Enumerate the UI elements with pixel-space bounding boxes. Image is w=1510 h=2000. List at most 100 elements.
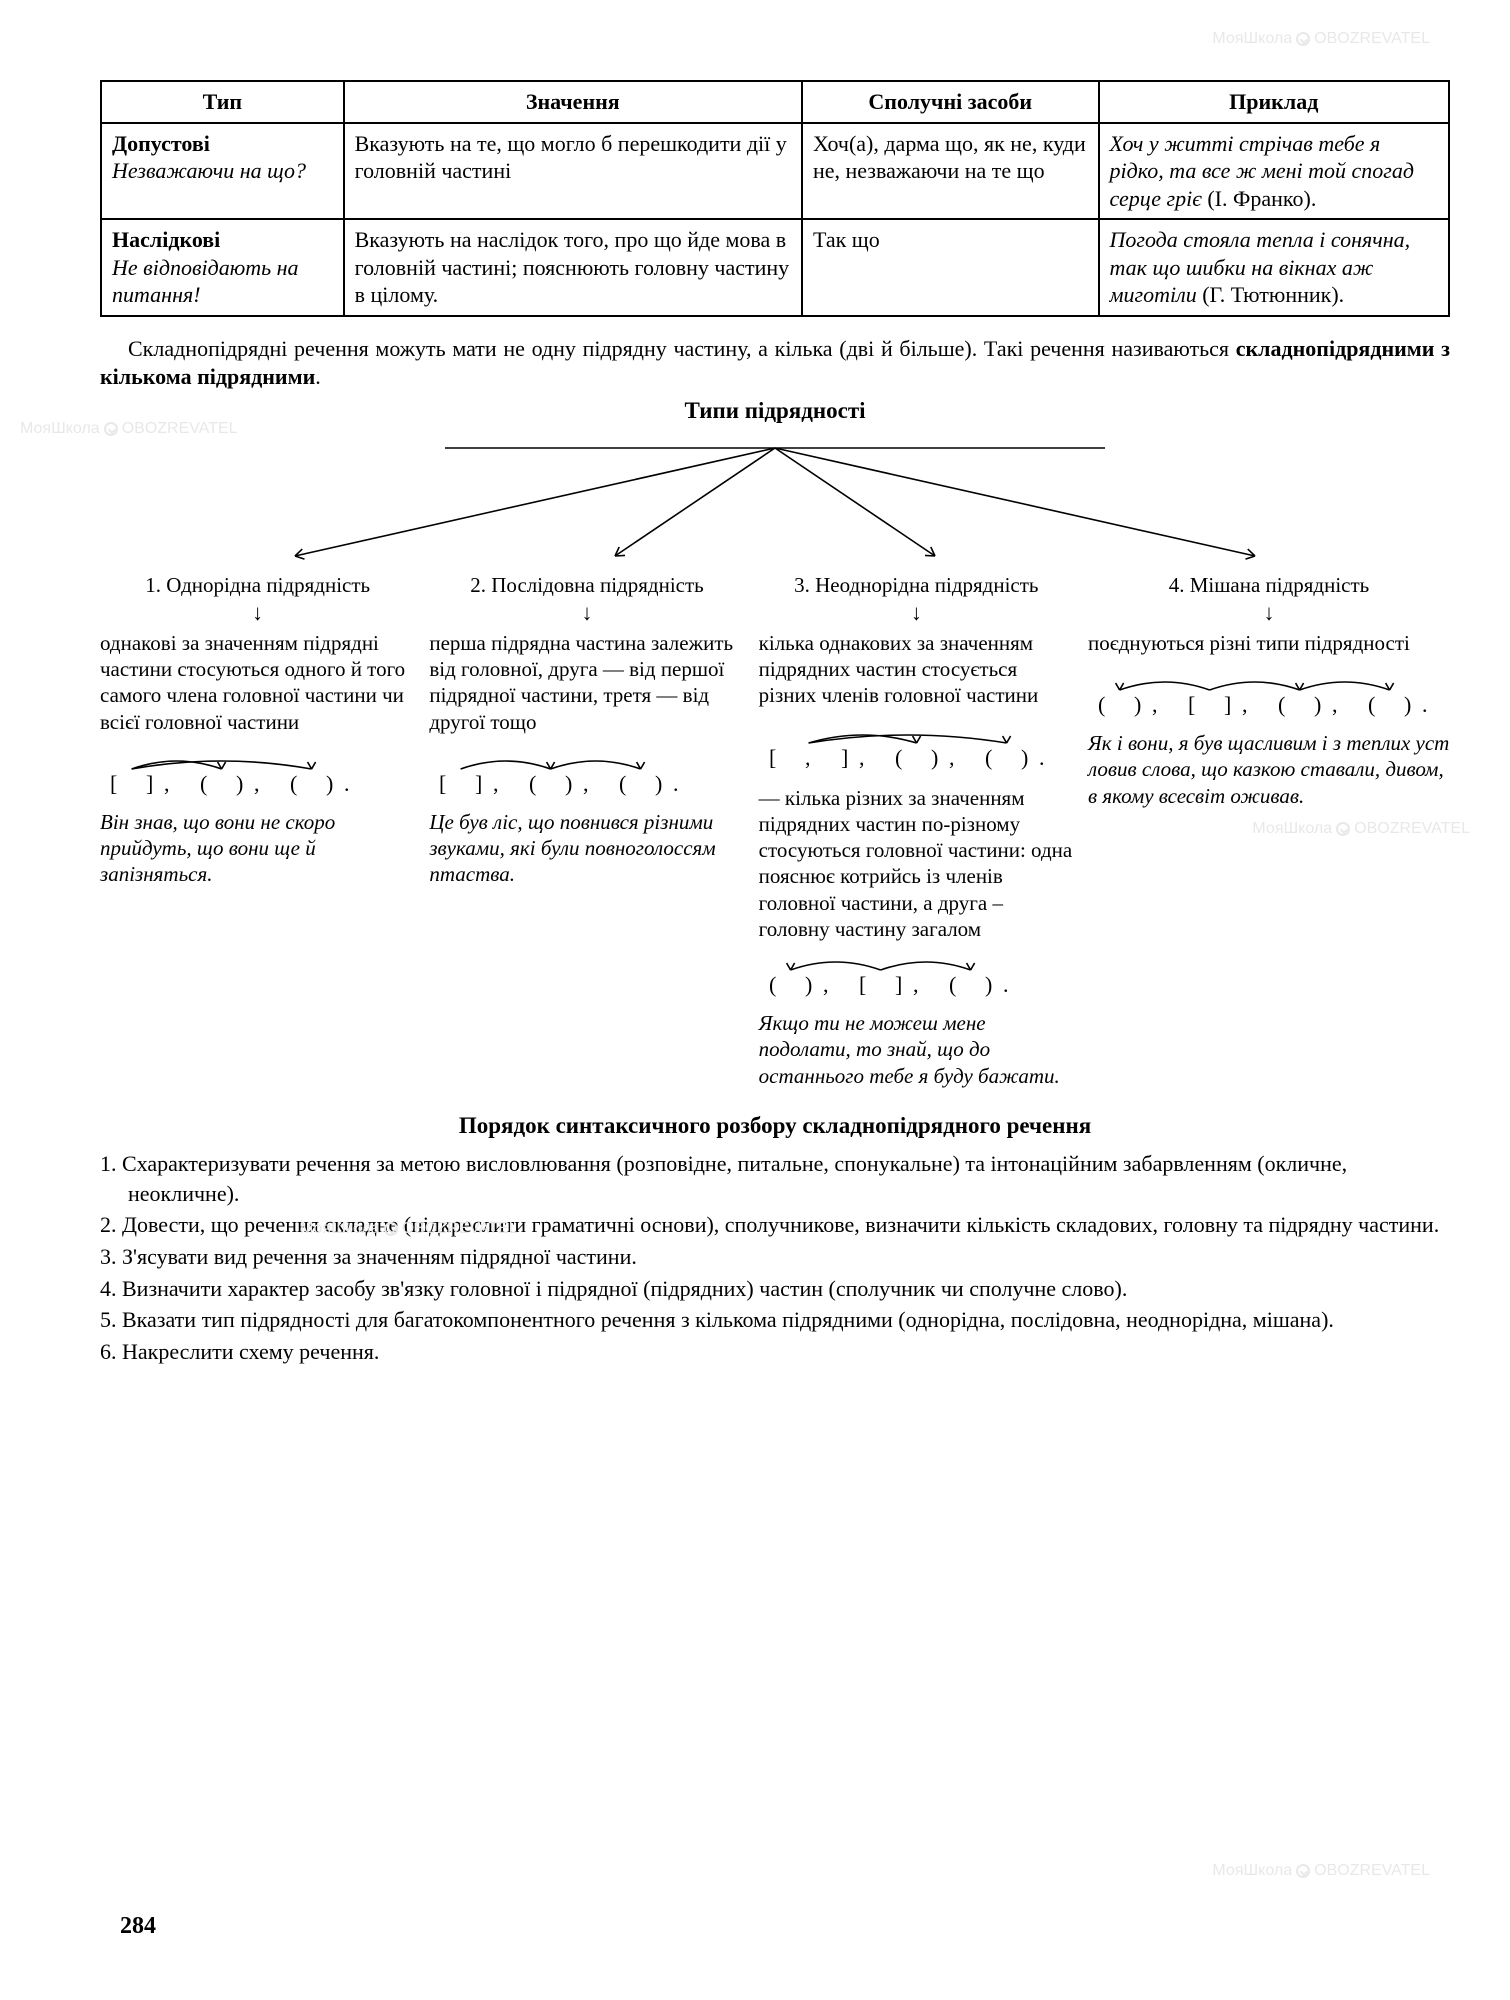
tree-diagram (100, 426, 1450, 566)
svg-text:): ) (326, 771, 333, 796)
branch-title: 2. Послідовна підрядність (429, 572, 744, 598)
row-type-question: Незважаючи на що? (112, 158, 306, 183)
branch-3: 3. Неоднорідна підрядність ↓ кілька одна… (759, 572, 1074, 1089)
order-list: 1. Схарактеризувати речення за метою вис… (100, 1149, 1450, 1367)
svg-text:,: , (1152, 692, 1158, 717)
branch-desc: поєднуються різні типи підрядності (1088, 630, 1450, 656)
svg-text:.: . (1003, 972, 1009, 997)
svg-text:(: ( (949, 972, 956, 997)
down-arrow-icon: ↓ (429, 602, 744, 624)
branch-sub-example: Якщо ти не можеш мене подолати, то знай,… (759, 1010, 1074, 1089)
watermark: МояШколаOBOZREVATEL (1212, 1862, 1430, 1880)
svg-text:): ) (565, 771, 572, 796)
svg-text:(: ( (290, 771, 297, 796)
svg-text:): ) (1314, 692, 1321, 717)
order-item: 6. Накреслити схему речення. (100, 1337, 1450, 1367)
svg-text:[: [ (439, 771, 446, 796)
svg-text:[: [ (859, 972, 866, 997)
branch-desc: кілька однакових за значенням підрядних … (759, 630, 1074, 709)
branch-1: 1. Однорідна підрядність ↓ однакові за з… (100, 572, 415, 1089)
svg-text:,: , (823, 972, 829, 997)
svg-text:(: ( (769, 972, 776, 997)
svg-text:]: ] (475, 771, 482, 796)
tree-svg (125, 426, 1425, 566)
svg-text:,: , (949, 745, 955, 770)
branch-desc: перша підрядна частина залежить від голо… (429, 630, 744, 735)
th-example: Приклад (1099, 81, 1450, 123)
svg-text:,: , (1332, 692, 1338, 717)
svg-text:): ) (1021, 745, 1028, 770)
row-meaning: Вказують на наслідок того, про що йде мо… (344, 219, 802, 316)
svg-text:,: , (805, 745, 811, 770)
svg-text:]: ] (1224, 692, 1231, 717)
svg-text:[: [ (1188, 692, 1195, 717)
schema-diagram: [ ], ( ), ( ). (429, 745, 701, 803)
th-meaning: Значення (344, 81, 802, 123)
order-item: 1. Схарактеризувати речення за метою вис… (100, 1149, 1450, 1208)
svg-text:,: , (493, 771, 499, 796)
svg-text:,: , (913, 972, 919, 997)
branch-4: 4. Мішана підрядність ↓ поєднуються різн… (1088, 572, 1450, 1089)
order-title: Порядок синтаксичного розбору складнопід… (100, 1113, 1450, 1139)
svg-text:[: [ (110, 771, 117, 796)
order-item: 4. Визначити характер засобу зв'язку гол… (100, 1274, 1450, 1304)
types-table: Тип Значення Сполучні засоби Приклад Доп… (100, 80, 1450, 317)
row-conj: Так що (802, 219, 1099, 316)
order-item: 5. Вказати тип підрядності для багатоком… (100, 1305, 1450, 1335)
table-row: Допустові Незважаючи на що? Вказують на … (101, 123, 1449, 220)
intro-paragraph: Складнопідрядні речення можуть мати не о… (100, 335, 1450, 392)
order-item: 3. З'ясувати вид речення за значенням пі… (100, 1242, 1450, 1272)
row-example-cite: (І. Франко). (1202, 186, 1316, 211)
svg-text:[: [ (769, 745, 776, 770)
order-item: 2. Довести, що речення складне (підкресл… (100, 1210, 1450, 1240)
row-example-cite: (Г. Тютюнник). (1197, 282, 1344, 307)
svg-text:): ) (1404, 692, 1411, 717)
branch-example: Це був ліс, що повнився різними звуками,… (429, 809, 744, 888)
row-type-question: Не відповідають на питання! (112, 255, 299, 308)
schema-diagram: [ ], ( ), ( ). (100, 745, 372, 803)
svg-text:]: ] (146, 771, 153, 796)
svg-text:]: ] (895, 972, 902, 997)
branch-example: Він знав, що вони не скоро прийдуть, що … (100, 809, 415, 888)
branch-example: Як і вони, я був щасливим і з теплих уст… (1088, 730, 1450, 809)
svg-text:]: ] (841, 745, 848, 770)
svg-text:.: . (1422, 692, 1428, 717)
th-type: Тип (101, 81, 344, 123)
svg-text:(: ( (529, 771, 536, 796)
svg-text:): ) (1134, 692, 1141, 717)
row-conj: Хоч(а), дарма що, як не, куди не, незваж… (802, 123, 1099, 220)
row-type-bold: Допустові (112, 131, 210, 156)
svg-text:.: . (1039, 745, 1045, 770)
branch-title: 4. Мішана підрядність (1088, 572, 1450, 598)
down-arrow-icon: ↓ (1088, 602, 1450, 624)
svg-text:): ) (655, 771, 662, 796)
svg-text:): ) (805, 972, 812, 997)
svg-text:(: ( (619, 771, 626, 796)
branch-sub-desc: — кілька різних за значенням підрядних ч… (759, 785, 1074, 943)
svg-text:(: ( (895, 745, 902, 770)
svg-text:,: , (164, 771, 170, 796)
row-meaning: Вказують на те, що могло б перешкодити д… (344, 123, 802, 220)
watermark: МояШколаOBOZREVATEL (1212, 30, 1430, 48)
schema-diagram: ( ), [ ], ( ). (759, 946, 1031, 1004)
down-arrow-icon: ↓ (100, 602, 415, 624)
branch-desc: однакові за значенням підрядні частини с… (100, 630, 415, 735)
branch-title: 3. Неоднорідна підрядність (759, 572, 1074, 598)
svg-text:(: ( (1278, 692, 1285, 717)
schema-diagram: ( ), [ ], ( ), ( ). (1088, 666, 1450, 724)
svg-text:(: ( (1368, 692, 1375, 717)
svg-text:): ) (931, 745, 938, 770)
svg-text:(: ( (200, 771, 207, 796)
page: МояШколаOBOZREVATEL МояШколаOBOZREVATEL … (0, 0, 1510, 2000)
svg-text:.: . (344, 771, 350, 796)
th-conj: Сполучні засоби (802, 81, 1099, 123)
svg-text:,: , (859, 745, 865, 770)
branches-row: 1. Однорідна підрядність ↓ однакові за з… (100, 572, 1450, 1089)
svg-text:.: . (673, 771, 679, 796)
svg-text:,: , (1242, 692, 1248, 717)
row-type-bold: Наслідкові (112, 227, 220, 252)
svg-text:,: , (254, 771, 260, 796)
schema-diagram: [ , ], ( ), ( ). (759, 719, 1067, 777)
branch-2: 2. Послідовна підрядність ↓ перша підряд… (429, 572, 744, 1089)
svg-text:): ) (985, 972, 992, 997)
